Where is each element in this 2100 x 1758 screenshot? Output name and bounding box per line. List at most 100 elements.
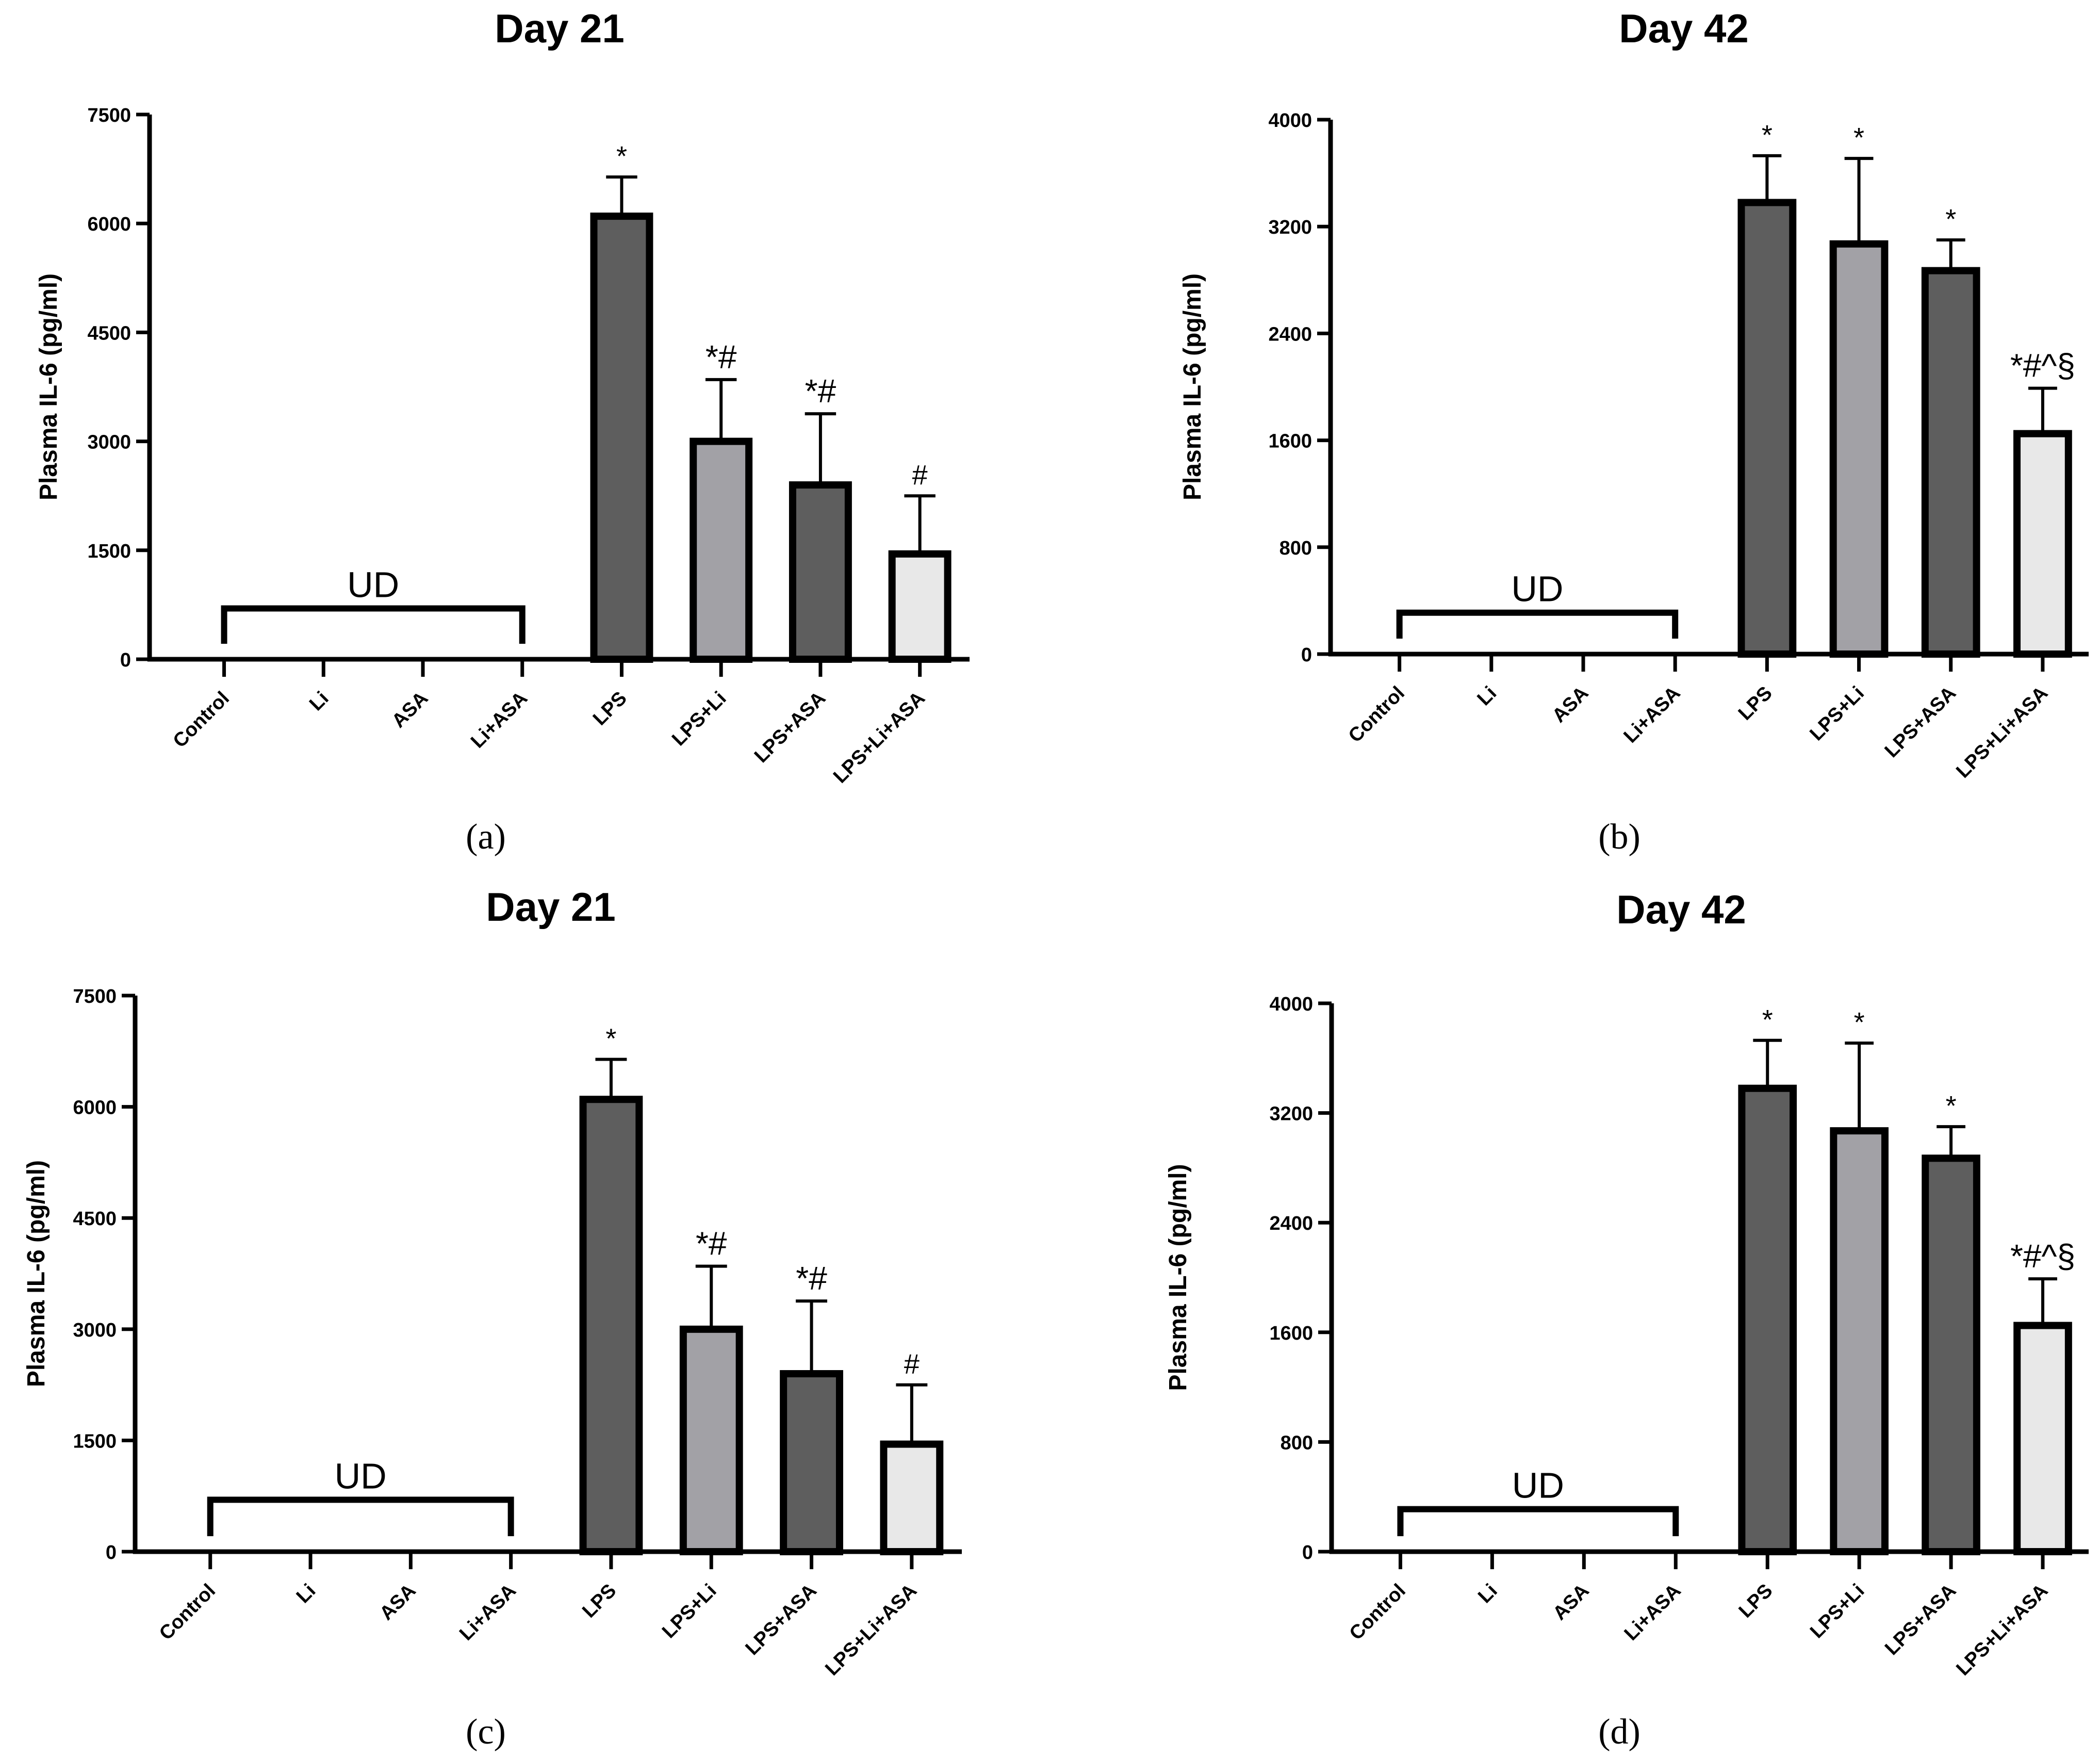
- x-category-label: LPS+Li+ASA: [1952, 682, 2052, 783]
- bar-lps-li-asa: [888, 550, 951, 663]
- x-category-label: LPS+Li+ASA: [821, 1580, 921, 1680]
- y-tick-label: 7500: [87, 105, 131, 126]
- x-category-label: Li+ASA: [1620, 1580, 1685, 1645]
- x-category-label: Control: [1344, 682, 1409, 747]
- x-category-label: Li+ASA: [1620, 682, 1685, 747]
- x-category-label: LPS: [589, 688, 631, 730]
- x-category-label: LPS+Li+ASA: [829, 688, 929, 788]
- x-category-label: Li: [1474, 1580, 1502, 1608]
- y-tick-label: 3200: [1269, 1103, 1313, 1125]
- bar-lps-li: [679, 1325, 743, 1556]
- significance-mark: *: [1854, 1007, 1865, 1038]
- y-tick-label: 6000: [73, 1097, 117, 1119]
- x-category-label: LPS+ASA: [742, 1580, 821, 1659]
- chart-title: Day 21: [486, 884, 616, 930]
- chart-title: Day 21: [495, 6, 625, 51]
- significance-mark: *#: [796, 1260, 827, 1297]
- y-axis-label: Plasma IL-6 (pg/ml): [35, 273, 62, 500]
- y-tick-label: 2400: [1268, 323, 1312, 345]
- bar-lps-asa: [1922, 1154, 1980, 1556]
- bar-lps: [1738, 1084, 1797, 1555]
- significance-mark: *#: [696, 1225, 727, 1262]
- y-tick-label: 6000: [87, 214, 131, 235]
- x-category-label: ASA: [1549, 1580, 1593, 1624]
- x-category-label: LPS: [578, 1580, 620, 1622]
- y-tick-label: 4500: [87, 322, 131, 344]
- undetected-bracket: [1396, 609, 1679, 639]
- significance-mark: *#: [805, 372, 836, 410]
- significance-mark: *#: [706, 338, 737, 376]
- bar-lps-li-asa: [880, 1440, 944, 1555]
- y-tick-label: 0: [120, 649, 131, 671]
- panel-label: (a): [466, 817, 506, 857]
- y-tick-label: 7500: [73, 986, 117, 1007]
- undetected-label: UD: [1512, 1466, 1564, 1506]
- y-tick-label: 1600: [1269, 1323, 1313, 1344]
- y-tick-label: 1500: [73, 1430, 117, 1452]
- x-category-label: Li+ASA: [467, 688, 532, 753]
- bar-lps-li: [1829, 240, 1889, 658]
- y-tick-label: 2400: [1269, 1213, 1313, 1234]
- undetected-bracket: [221, 605, 526, 644]
- bar-lps-li-asa: [2013, 430, 2072, 658]
- significance-mark: *: [1762, 120, 1773, 151]
- x-category-label: ASA: [1548, 682, 1593, 727]
- significance-mark: #: [904, 1349, 920, 1380]
- significance-mark: *#^§: [2010, 1238, 2075, 1275]
- x-category-label: ASA: [388, 688, 432, 732]
- y-axis-label: Plasma IL-6 (pg/ml): [23, 1160, 50, 1387]
- significance-mark: *: [1853, 122, 1864, 153]
- significance-mark: *: [605, 1023, 616, 1054]
- bar-lps: [1737, 199, 1797, 658]
- bar-lps-li-asa: [2013, 1322, 2072, 1555]
- undetected-label: UD: [347, 564, 399, 605]
- significance-mark: *: [1762, 1004, 1773, 1035]
- y-tick-label: 0: [1301, 644, 1312, 666]
- significance-mark: #: [912, 460, 928, 491]
- significance-mark: *: [616, 141, 627, 172]
- x-category-label: LPS+Li: [1806, 682, 1868, 745]
- chart-panel-4: Day 42 Plasma IL-6 (pg/ml) 0 800 1600 2400 320…: [1164, 887, 2089, 1752]
- chart-panel-2: Day 42 Plasma IL-6 (pg/ml) 0 800 1600 2400 320…: [1179, 6, 2089, 857]
- significance-mark: *: [1945, 204, 1956, 235]
- x-category-label: ASA: [375, 1580, 420, 1624]
- significance-mark: *: [1946, 1090, 1957, 1121]
- y-tick-label: 3000: [73, 1320, 117, 1341]
- bar-lps-asa: [780, 1370, 843, 1556]
- x-category-label: LPS+ASA: [1881, 1580, 1960, 1659]
- chart-panel-3: Day 21 Plasma IL-6 (pg/ml) 0 1500 3000 4500 60…: [23, 884, 962, 1752]
- y-tick-label: 1500: [87, 541, 131, 562]
- chart-title: Day 42: [1619, 6, 1749, 51]
- bar-lps-asa: [789, 481, 852, 663]
- panel-label: (c): [466, 1712, 506, 1752]
- y-tick-label: 800: [1279, 538, 1312, 559]
- x-category-label: LPS+ASA: [750, 688, 830, 767]
- x-category-label: Control: [1346, 1580, 1410, 1645]
- x-category-label: Control: [169, 688, 234, 752]
- bar-lps: [590, 213, 653, 663]
- y-axis-label: Plasma IL-6 (pg/ml): [1179, 273, 1206, 500]
- x-category-label: LPS+Li: [668, 688, 731, 751]
- y-tick-label: 3000: [87, 432, 131, 453]
- undetected-bracket: [1397, 1506, 1679, 1536]
- bar-lps: [579, 1096, 643, 1555]
- y-tick-label: 1600: [1268, 431, 1312, 452]
- x-category-label: LPS+Li+ASA: [1952, 1580, 2052, 1680]
- y-tick-label: 0: [106, 1542, 117, 1564]
- significance-mark: *#^§: [2010, 347, 2075, 384]
- y-axis-label: Plasma IL-6 (pg/ml): [1164, 1164, 1192, 1391]
- bar-lps-li: [1830, 1127, 1889, 1555]
- x-category-label: Li: [1473, 682, 1501, 710]
- bar-lps-li: [690, 437, 753, 663]
- x-category-label: Li: [292, 1580, 320, 1608]
- y-tick-label: 4000: [1269, 994, 1313, 1015]
- x-category-label: LPS+Li: [658, 1580, 721, 1643]
- y-tick-label: 0: [1302, 1542, 1313, 1564]
- undetected-label: UD: [335, 1456, 387, 1496]
- x-category-label: LPS: [1734, 682, 1777, 725]
- x-category-label: Li: [305, 688, 333, 715]
- x-category-label: LPS+ASA: [1881, 682, 1960, 762]
- x-category-label: Control: [155, 1580, 220, 1645]
- y-tick-label: 3200: [1268, 217, 1312, 238]
- y-tick-label: 4500: [73, 1208, 117, 1230]
